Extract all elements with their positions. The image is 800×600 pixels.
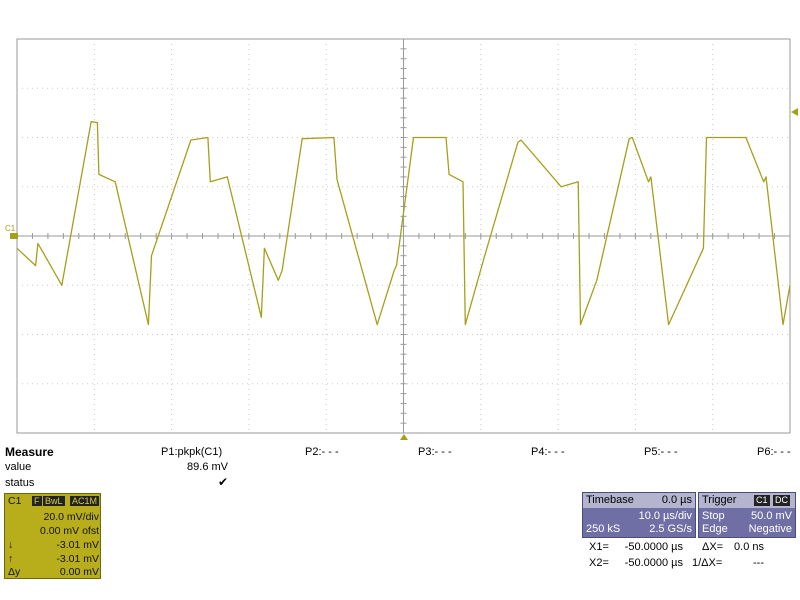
oscilloscope-graticule: C1	[5, 38, 798, 440]
cursor-inv-dx-label: 1/ΔX=	[692, 557, 723, 569]
channel-vdiv: 20.0 mV/div	[43, 511, 99, 523]
measure-p4-label[interactable]: P4:- - -	[531, 446, 565, 458]
center-axis-ticks	[16, 38, 791, 434]
trigger-descriptor[interactable]: Trigger C1 DC Stop 50.0 mV Edge Negative	[698, 492, 796, 538]
measure-p1-value: 89.6 mV	[187, 461, 228, 473]
channel-tag-filter: F	[32, 496, 42, 506]
measure-p6-label[interactable]: P6:- - -	[757, 446, 791, 458]
cursor2-arrow-icon: ↑	[8, 553, 14, 565]
trigger-coupling-tag: DC	[773, 495, 790, 506]
cursor-x1-value: -50.0000 µs	[624, 541, 683, 553]
cursor-x1-label: X1=	[589, 541, 609, 553]
trigger-title: Trigger	[702, 494, 737, 506]
cursor-dx-value: 0.0 ns	[734, 541, 764, 553]
measure-p2-label[interactable]: P2:- - -	[305, 446, 339, 458]
measure-p3-label[interactable]: P3:- - -	[418, 446, 452, 458]
channel-name: C1	[8, 495, 22, 507]
trigger-source-tag: C1	[754, 495, 770, 506]
timebase-rate: 2.5 GS/s	[649, 523, 692, 535]
timebase-samples: 250 kS	[586, 523, 621, 535]
timebase-delay: 0.0 µs	[661, 494, 692, 506]
trigger-level: 50.0 mV	[751, 510, 792, 522]
timebase-descriptor[interactable]: Timebase 0.0 µs 10.0 µs/div 250 kS 2.5 G…	[582, 492, 696, 538]
measure-p1-label[interactable]: P1:pkpk(C1)	[161, 446, 223, 458]
trigger-mode: Stop	[702, 510, 725, 522]
channel-tag-bandwidth-limit: BwL	[43, 496, 65, 506]
measure-p1-status-check-icon: ✔	[217, 475, 228, 489]
channel-tag-coupling: AC1M	[70, 496, 100, 506]
trigger-type: Edge	[702, 523, 728, 535]
trigger-level-marker[interactable]	[791, 108, 798, 116]
measure-row-status-label: status	[5, 477, 35, 489]
measure-title: Measure	[5, 445, 54, 459]
channel-offset: 0.00 mV ofst	[40, 525, 99, 537]
timebase-tdiv: 10.0 µs/div	[638, 510, 692, 522]
delta-y-label: Δy	[8, 566, 21, 578]
channel-c1-descriptor[interactable]: C1 F BwL AC1M 20.0 mV/div 0.00 mV ofst ↓…	[4, 493, 101, 579]
channel-marker-label: C1	[5, 224, 16, 233]
channel-offset-marker[interactable]: C1	[5, 224, 18, 239]
timebase-title: Timebase	[586, 494, 634, 506]
cursor-inv-dx-value: ---	[753, 557, 764, 569]
measure-row-value-label: value	[5, 461, 32, 473]
cursor1-arrow-icon: ↓	[8, 539, 14, 551]
trigger-slope: Negative	[748, 523, 792, 535]
cursor1-value: -3.01 mV	[56, 539, 99, 551]
cursor-x2-label: X2=	[589, 557, 609, 569]
cursor-x2-value: -50.0000 µs	[624, 557, 683, 569]
delta-y-value: 0.00 mV	[59, 566, 99, 578]
channel-c1-waveform	[16, 120, 791, 326]
cursor-dx-label: ΔX=	[702, 541, 724, 553]
trigger-position-marker[interactable]	[400, 434, 408, 440]
cursor2-value: -3.01 mV	[56, 553, 99, 565]
measure-p5-label[interactable]: P5:- - -	[644, 446, 678, 458]
